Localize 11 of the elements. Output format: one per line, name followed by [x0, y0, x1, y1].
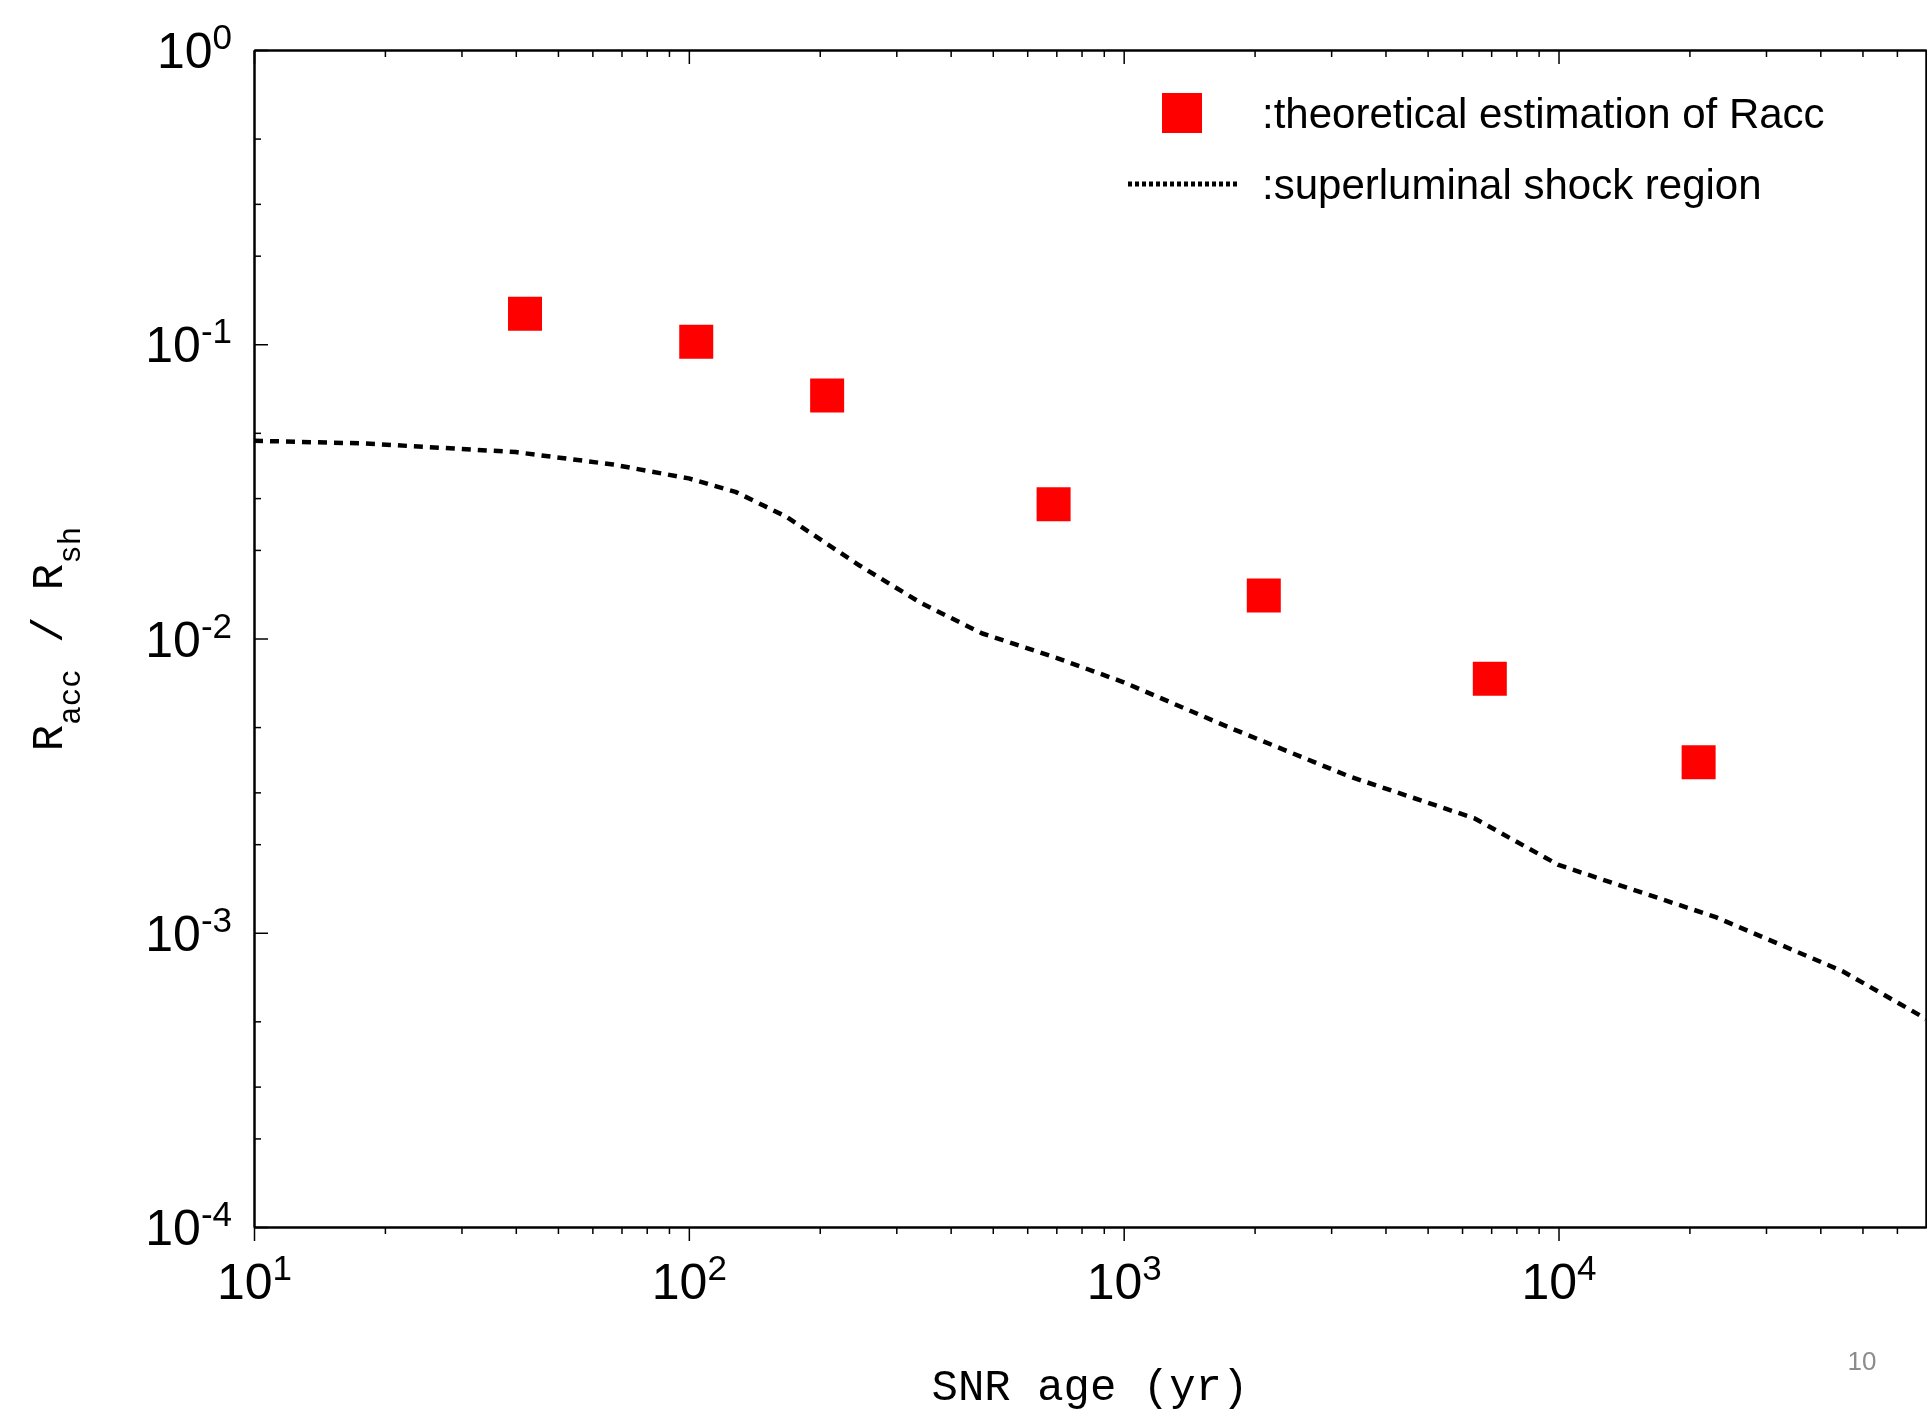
y-tick-label: 10$^{-1}$	[145, 310, 232, 374]
text: 10	[1847, 1346, 1877, 1376]
legend-label: :theoretical estimation of Racc	[1262, 89, 1825, 137]
legend-label: :superluminal shock region	[1262, 160, 1762, 208]
x-tick-label: 10$^{3}$	[1086, 1247, 1162, 1310]
y-tick-label: 10$^{-3}$	[145, 899, 232, 962]
y-tick-label: 10$^{-2}$	[145, 605, 232, 668]
x-tick-label: 10$^{4}$	[1521, 1247, 1597, 1310]
x-tick-label: 10$^{2}$	[651, 1247, 727, 1310]
x-axis-title: SNR age (yr)	[931, 1363, 1249, 1413]
y-tick-label: 10$^{0}$	[156, 16, 232, 79]
